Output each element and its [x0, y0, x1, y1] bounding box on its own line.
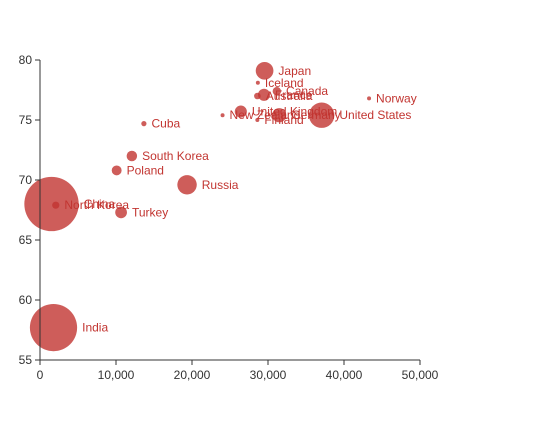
point-label-france: France	[275, 88, 313, 102]
point-label-north-korea: North Korea	[64, 198, 129, 212]
bubble-australia	[254, 92, 261, 100]
x-tick-label: 20,000	[174, 368, 211, 382]
bubble-cuba	[141, 120, 147, 127]
point-label-japan: Japan	[278, 64, 311, 78]
bubble-canada	[272, 86, 282, 96]
point-label-canada: Canada	[286, 84, 328, 98]
y-tick-label: 55	[19, 353, 33, 367]
bubble-south-korea	[126, 150, 138, 162]
bubble-north-korea	[52, 201, 60, 209]
point-label-united-kingdom: United Kingdom	[252, 105, 337, 119]
point-label-finland: Finland	[264, 113, 303, 127]
x-tick-label: 50,000	[402, 368, 439, 382]
x-axis: 0 10,000 20,000 30,000 40,000 50,000	[37, 359, 439, 382]
y-tick-label: 80	[19, 53, 33, 67]
point-label-iceland: Iceland	[265, 76, 304, 90]
y-tick-label: 70	[19, 173, 33, 187]
point-label-cuba: Cuba	[151, 117, 180, 131]
bubble-turkey	[115, 206, 127, 219]
bubble-series	[24, 61, 372, 352]
y-tick-label: 60	[19, 293, 33, 307]
x-tick-label: 10,000	[98, 368, 135, 382]
bubble-iceland	[255, 80, 260, 85]
y-tick-label: 75	[19, 113, 33, 127]
point-label-south-korea: South Korea	[142, 149, 209, 163]
bubble-russia	[177, 175, 197, 195]
y-tick-label: 65	[19, 233, 33, 247]
bubble-finland	[255, 118, 260, 122]
bubble-france	[257, 88, 271, 101]
bubble-india	[29, 303, 78, 352]
point-label-norway: Norway	[376, 91, 417, 105]
point-label-russia: Russia	[202, 178, 239, 192]
point-label-poland: Poland	[127, 163, 164, 177]
point-label-united-states: United States	[339, 108, 411, 122]
x-tick-label: 40,000	[326, 368, 363, 382]
bubble-new-zealand	[220, 113, 225, 118]
point-label-india: India	[82, 321, 108, 335]
bubble-china	[24, 176, 79, 232]
point-label-australia: Australia	[266, 89, 313, 103]
point-label-china: China	[84, 197, 116, 211]
bubble-norway	[367, 96, 372, 101]
bubble-poland	[111, 165, 122, 176]
bubble-united-kingdom	[234, 105, 247, 118]
x-tick-label: 0	[37, 368, 44, 382]
point-label-new-zealand: New Zealand	[230, 108, 301, 122]
point-label-turkey: Turkey	[132, 205, 168, 219]
bubble-germany	[272, 108, 287, 123]
bubble-united-states	[308, 102, 335, 128]
x-tick-label: 30,000	[250, 368, 287, 382]
bubble-japan	[255, 61, 274, 80]
y-axis: 55 60 65 70 75 80	[19, 53, 41, 367]
point-label-germany: Germany	[291, 108, 340, 122]
